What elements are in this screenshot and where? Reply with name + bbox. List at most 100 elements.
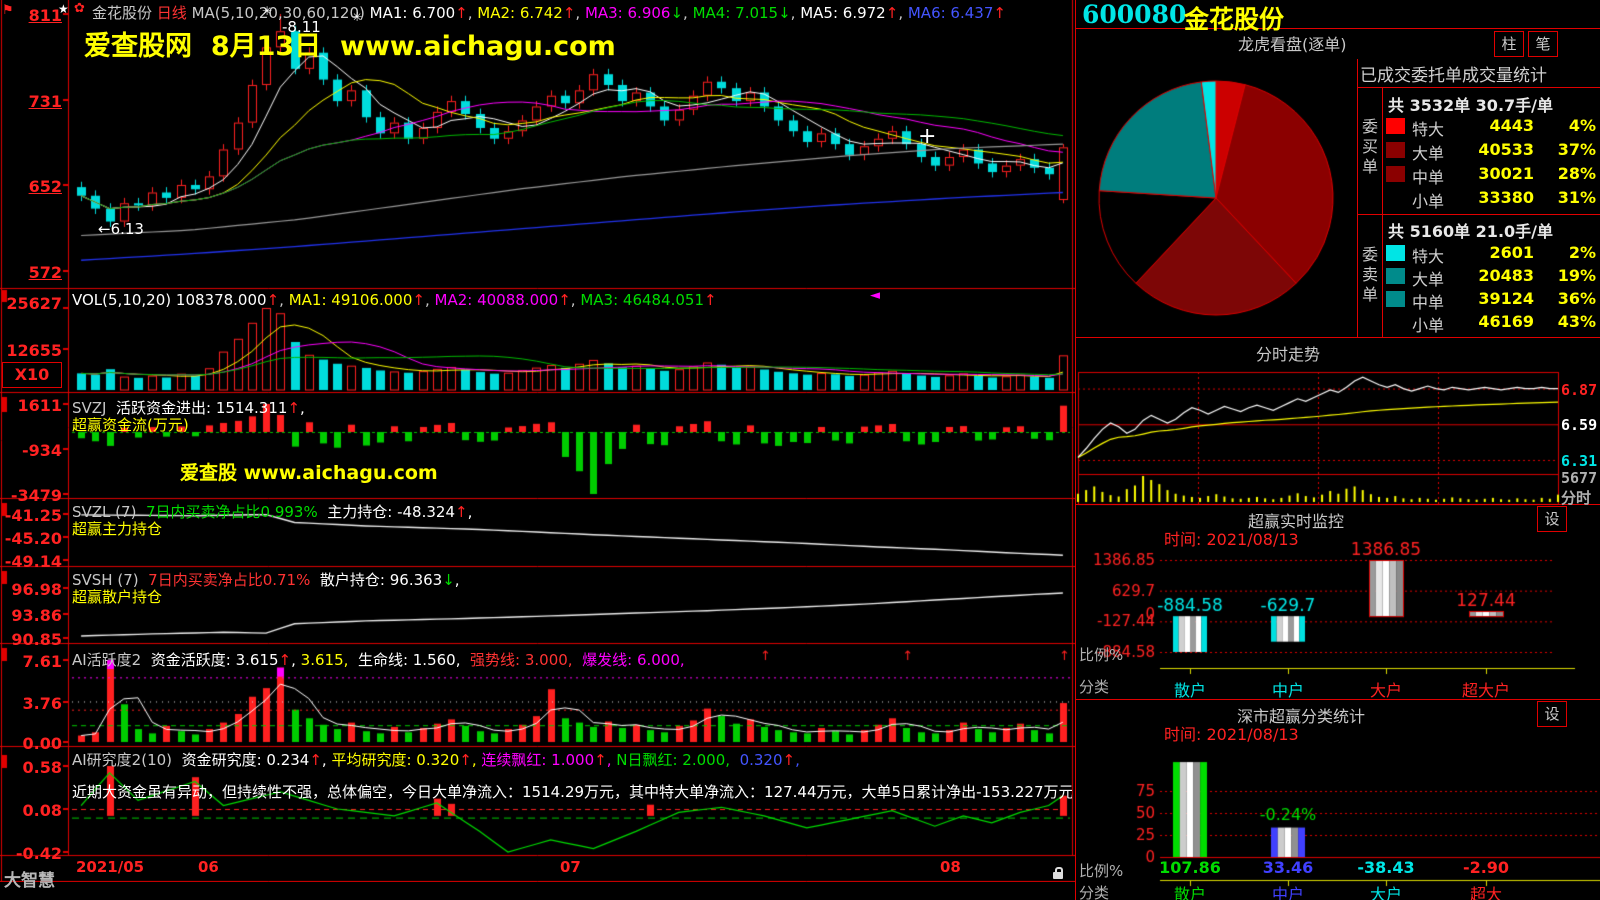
row-label: 中单: [1412, 293, 1445, 312]
stock-title[interactable]: 金花股份: [92, 4, 153, 22]
panel-divider: [1076, 699, 1600, 700]
table-row[interactable]: 中单 39124 36%: [1384, 289, 1598, 312]
y-axis-label: 90.85: [11, 630, 62, 649]
app-brand: 大智慧: [4, 871, 55, 891]
sep: ,: [467, 503, 473, 521]
flower-icon: ✿: [74, 1, 85, 16]
vol-ma1: MA1: 49106.000: [288, 291, 413, 309]
y-axis-label: 25627: [6, 294, 62, 313]
row-count: 40533: [1478, 140, 1534, 159]
row-count: 4443: [1489, 116, 1534, 135]
svsh-value: 散户持仓: 96.363: [319, 571, 443, 589]
row-pct: 4%: [1568, 116, 1596, 135]
y-axis-label: 572: [28, 263, 62, 282]
up-arrow: ↑: [455, 4, 468, 22]
class-axis-label: 分类: [1079, 884, 1110, 900]
swatch: [1386, 142, 1405, 158]
ma4-value: MA4: 7.015: [692, 4, 779, 22]
region-divider: [1075, 0, 1076, 900]
row-count: 33380: [1478, 188, 1534, 207]
up-arrow: ↑: [885, 4, 899, 22]
header-underline: [1076, 28, 1600, 29]
monitor-categories: 散户 中户 大户 超大户: [1076, 677, 1600, 700]
y-axis-label: 96.98: [11, 580, 62, 599]
row-label: 小单: [1412, 316, 1445, 335]
category-label: 大户: [1369, 885, 1402, 900]
row-pct: 31%: [1557, 188, 1596, 207]
row-label: 中单: [1412, 168, 1445, 187]
row-label: 大单: [1412, 144, 1445, 163]
stock-code[interactable]: 600080: [1082, 0, 1187, 29]
settings-button[interactable]: 设: [1537, 506, 1567, 532]
table-row[interactable]: 大单 20483 19%: [1384, 266, 1598, 289]
y-axis-label: -45.20: [4, 529, 62, 548]
up-arrow: ↑: [782, 751, 796, 769]
stroke-mode-button[interactable]: 笔: [1528, 31, 1558, 57]
svsh-ratio: 7日内买卖净占比0.71%: [148, 571, 311, 589]
sep: ,: [570, 291, 581, 309]
svzl-subtitle: 超赢主力持仓: [72, 520, 163, 538]
svzl-ratio: 7日内买卖净占比0.993%: [145, 503, 318, 521]
swatch: [1386, 245, 1405, 261]
sep: ,: [575, 4, 585, 22]
more-indicator-icon[interactable]: ◄: [870, 288, 880, 303]
monitor-time: 时间: 2021/08/13: [1164, 530, 1299, 549]
bar-mode-button[interactable]: 柱: [1494, 31, 1524, 57]
table-row[interactable]: 中单 30021 28%: [1384, 164, 1598, 187]
intraday-vol-max: 5677: [1561, 469, 1598, 487]
ai2-p1: 资金研究度: 0.234: [181, 751, 310, 769]
row-pct: 36%: [1557, 289, 1596, 308]
period-label[interactable]: 日线: [156, 4, 187, 22]
sz-title: 深市超赢分类统计: [1237, 707, 1366, 726]
lock-icon[interactable]: [1053, 867, 1063, 879]
y-axis-label: 3.76: [22, 694, 62, 713]
order-pie-canvas[interactable]: [1078, 52, 1358, 338]
svsh-subtitle: 超赢散户持仓: [72, 588, 163, 606]
intraday-chart-canvas[interactable]: [1076, 338, 1600, 506]
y-axis-label: 0.00: [22, 734, 62, 753]
table-row[interactable]: 特大 2601 2%: [1384, 243, 1598, 266]
category-label: 中户: [1271, 681, 1304, 700]
monitor-bars-canvas[interactable]: [1076, 505, 1600, 700]
sz-stats-bars-canvas[interactable]: [1076, 700, 1600, 900]
up-arrow: ↑: [459, 751, 472, 769]
category-label: 超大户: [1461, 681, 1510, 700]
y-axis-label: 0.58: [22, 758, 62, 777]
settings-button[interactable]: 设: [1537, 701, 1567, 727]
table-row[interactable]: 小单 33380 31%: [1384, 188, 1598, 211]
y-axis-label: -3479: [10, 486, 62, 505]
scale-multiplier-badge: X10: [2, 362, 62, 388]
row-count: 2601: [1489, 243, 1534, 262]
ai2-p4: N日飘红: 2.000,: [616, 751, 731, 769]
watermark-2: 爱查股 www.aichagu.com: [180, 462, 438, 484]
row-count: 20483: [1478, 266, 1534, 285]
x-axis-label: 06: [198, 858, 219, 876]
table-row[interactable]: 大单 40533 37%: [1384, 140, 1598, 163]
table-row[interactable]: 小单 46169 43%: [1384, 312, 1598, 335]
ai2-header: AI研究度2(10) 资金研究度: 0.234↑, 平均研究度: 0.320↑,…: [72, 749, 800, 770]
row-pct: 43%: [1557, 312, 1596, 331]
up-arrow: ↑: [993, 4, 1006, 22]
main-chart-canvas[interactable]: [0, 0, 1075, 882]
row-count: 39124: [1478, 289, 1534, 308]
x-axis-label: 2021/05: [76, 858, 145, 876]
svzl-value: 主力持仓: -48.324: [327, 503, 456, 521]
sep: ,: [898, 4, 908, 22]
class-axis-label: 分类: [1079, 678, 1110, 696]
table-border: [1357, 59, 1358, 337]
ai1-p3: 生命线: 1.560,: [357, 651, 461, 669]
category-label: 中户: [1271, 885, 1304, 900]
down-arrow: ↓: [778, 4, 791, 22]
swatch: [1386, 118, 1405, 134]
flag-icon[interactable]: ⚑: [2, 3, 14, 18]
panel-divider: [1076, 504, 1600, 505]
table-row[interactable]: 特大 4443 4%: [1384, 116, 1598, 139]
stock-name[interactable]: 金花股份: [1184, 5, 1285, 34]
up-arrow: ↑: [455, 503, 468, 521]
row-label: 大单: [1412, 270, 1445, 289]
ratio-axis-label: 比例%: [1079, 862, 1124, 880]
y-axis-label: 7.61: [22, 652, 62, 671]
favorite-star-icon[interactable]: ★: [58, 2, 69, 16]
peak-marker-icon: ✳: [262, 4, 273, 18]
sep: ,: [454, 571, 460, 589]
